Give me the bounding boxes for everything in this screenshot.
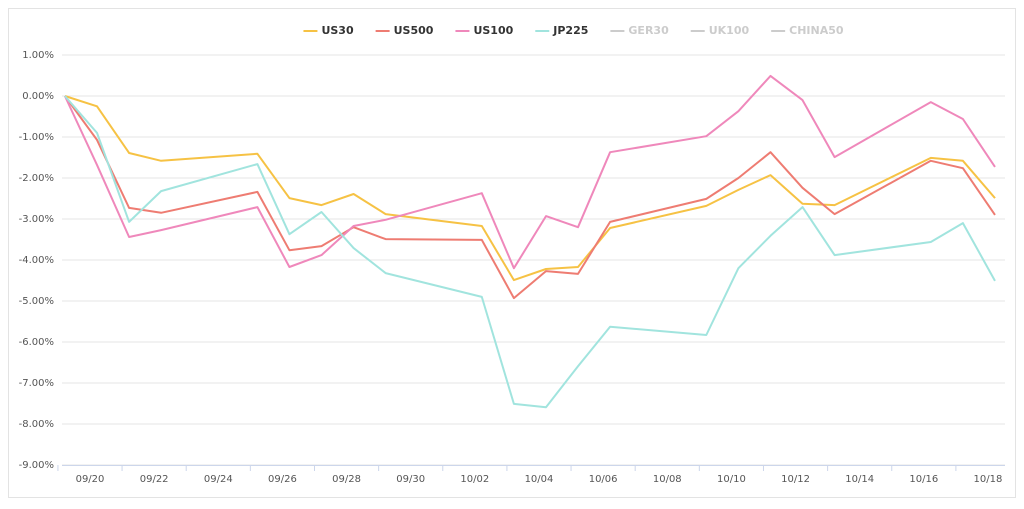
x-tick-label: 10/12: [781, 474, 810, 485]
x-tick-label: 10/10: [717, 474, 746, 485]
legend-text: US100: [473, 24, 513, 37]
y-tick-label: -7.00%: [19, 378, 54, 389]
x-tick-label: 10/08: [653, 474, 682, 485]
x-tick-label: 09/30: [396, 474, 425, 485]
x-tick-label: 10/06: [589, 474, 618, 485]
x-tick-label: 10/16: [909, 474, 938, 485]
y-tick-label: -4.00%: [19, 255, 54, 266]
legend-text: US30: [321, 24, 354, 37]
legend-item[interactable]: US500: [375, 24, 434, 37]
legend-item[interactable]: CHINA50: [771, 24, 844, 37]
y-tick-label: -8.00%: [19, 419, 54, 430]
series-line: [64, 95, 996, 300]
legend-item[interactable]: GER30: [610, 24, 669, 37]
legend-text: UK100: [709, 24, 750, 37]
series-line: [64, 95, 996, 282]
series-line: [64, 95, 996, 409]
y-tick-label: -6.00%: [19, 337, 54, 348]
x-tick-label: 09/24: [204, 474, 233, 485]
x-tick-label: 10/04: [525, 474, 554, 485]
x-tick-label: 10/18: [974, 474, 1003, 485]
y-tick-label: -1.00%: [19, 132, 54, 143]
x-tick-label: 10/02: [460, 474, 489, 485]
x-tick-label: 09/28: [332, 474, 361, 485]
y-tick-label: -5.00%: [19, 296, 54, 307]
legend-item[interactable]: US30: [303, 24, 354, 37]
series-line: [63, 74, 996, 270]
legend-text: GER30: [628, 24, 669, 37]
x-tick-label: 09/22: [140, 474, 169, 485]
y-tick-label: 0.00%: [22, 91, 54, 102]
x-tick-label: 09/26: [268, 474, 297, 485]
legend-item[interactable]: JP225: [535, 24, 588, 37]
legend: US30 US500 US100 JP225 GER30 UK100 CHINA50: [303, 24, 844, 37]
y-tick-label: -3.00%: [19, 214, 54, 225]
legend-item[interactable]: US100: [455, 24, 514, 37]
x-tick-label: 10/14: [845, 474, 874, 485]
y-tick-label: -9.00%: [19, 460, 54, 471]
x-tick-label: 09/20: [76, 474, 105, 485]
legend-text: JP225: [552, 24, 588, 37]
legend-text: US500: [394, 24, 434, 37]
legend-text: CHINA50: [789, 24, 844, 37]
legend-item[interactable]: UK100: [690, 24, 750, 37]
y-tick-label: -2.00%: [19, 173, 54, 184]
y-tick-label: 1.00%: [22, 50, 54, 61]
